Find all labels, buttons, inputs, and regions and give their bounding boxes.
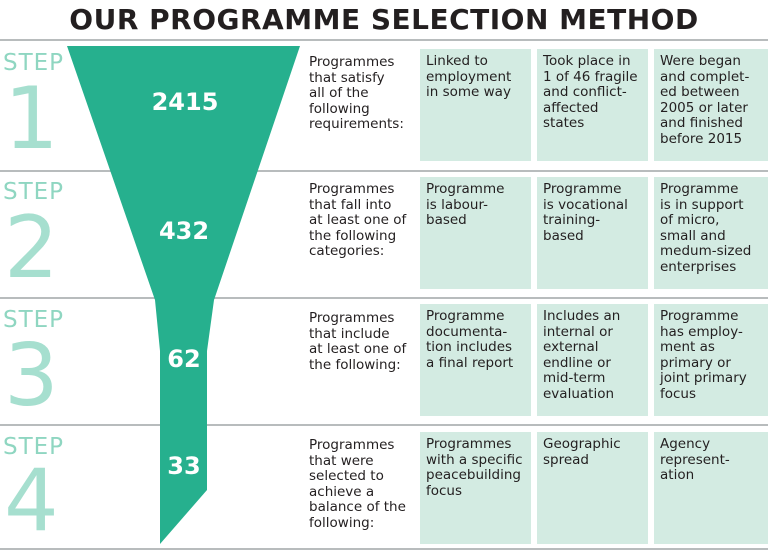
step-4-criterion-1: Programmes with a specific peacebuilding… [420,432,531,544]
step-1-criterion-2: Took place in 1 of 46 fragile and confli… [537,49,648,161]
step-1-description: Programmes that satisfy all of the follo… [309,54,404,132]
separator-rule [0,548,768,550]
step-2-criterion-1: Programme is labour- based [420,177,531,289]
step-1-label: STEP [3,50,65,76]
step-4-description: Programmes that were selected to achieve… [309,437,406,531]
diagram-title: OUR PROGRAMME SELECTION METHOD [69,3,699,36]
step-3-criterion-1: Programme documenta- tion includes a fin… [420,304,531,416]
step-1-count: 2415 [151,88,219,116]
step-4-label: STEP [3,434,65,460]
step-3-label: STEP [3,307,65,333]
step-2-description: Programmes that fall into at least one o… [309,181,407,259]
step-2-criterion-3: Programme is in support of micro, small … [654,177,768,289]
separator-rule [0,424,768,426]
step-3-criterion-2: Includes an internal or external endline… [537,304,648,416]
separator-rule [0,39,768,41]
step-2-criterion-2: Programme is vocational training- based [537,177,648,289]
step-2-number: 2 [4,198,59,298]
step-2-count: 432 [158,217,210,245]
step-1-number: 1 [4,69,59,169]
step-4-count: 33 [167,452,201,480]
step-3-number: 3 [4,326,59,426]
separator-rule [0,170,768,172]
separator-rule [0,297,768,299]
step-2-label: STEP [3,179,65,205]
step-3-count: 62 [167,345,201,373]
step-4-criterion-2: Geographic spread [537,432,648,544]
step-4-number: 4 [4,451,59,551]
step-3-criterion-3: Programme has employ- ment as primary or… [654,304,768,416]
step-3-description: Programmes that include at least one of … [309,310,407,373]
step-4-criterion-3: Agency represent- ation [654,432,768,544]
step-1-criterion-1: Linked to employment in some way [420,49,531,161]
step-1-criterion-3: Were began and complet- ed between 2005 … [654,49,768,161]
